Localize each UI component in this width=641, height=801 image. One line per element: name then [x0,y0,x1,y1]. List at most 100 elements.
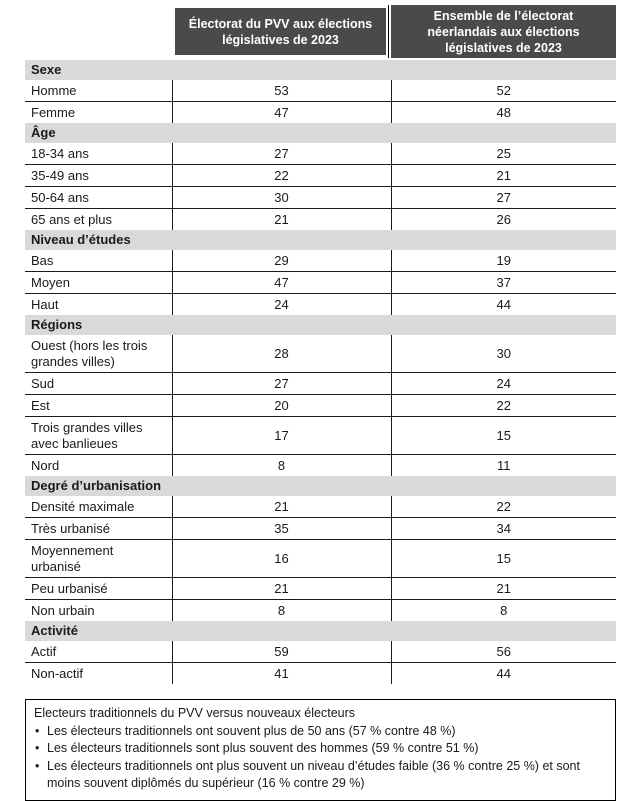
electorate-table: Sexe Homme 53 52 Femme 47 48 Âge 18-34 ans 27… [25,60,616,684]
table-row: Ouest (hors les trois grandes villes) 28 3… [25,335,616,373]
section-row-activite: Activité [25,621,616,641]
section-row-regions: Régions [25,315,616,335]
pvv-value-cell: 41 [171,662,391,684]
ensemble-value-cell: 22 [390,496,616,518]
table-row: Nord 8 11 [25,454,616,476]
pvv-value-cell: 53 [171,80,391,102]
row-label-cell: Homme [31,82,77,98]
table-row: Actif 59 56 [25,641,616,663]
note-title: Electeurs traditionnels du PVV versus no… [34,706,356,720]
ensemble-value-cell: 24 [390,372,616,395]
row-label-cell: Sud [25,372,172,395]
ensemble-value-cell: 15 [390,416,616,455]
section-row-urbanisation: Degré d’urbanisation [25,476,616,496]
pvv-value-cell: 47 [171,101,391,123]
ensemble-value-cell: 19 [390,250,616,272]
pvv-value-cell: 20 [171,394,391,417]
note-bullet-list: Les électeurs traditionnels ont souvent … [34,723,606,793]
row-label-cell: Non-actif [25,662,172,684]
row-label-cell: Densité maximale [31,498,135,514]
table-row: Est 20 22 [25,394,616,417]
pvv-value-cell: 27 [171,372,391,395]
ensemble-value-cell: 56 [390,641,616,663]
row-label-cell: Moyen [25,271,172,294]
pvv-value-cell: 22 [171,164,391,187]
row-label-cell: Non urbain [25,599,172,621]
section-title: Régions [25,315,616,335]
pvv-value-cell: 29 [171,250,391,272]
section-row-sexe: Sexe [25,60,616,80]
row-label-cell: Bas [31,252,54,268]
row-label-cell: Est [25,394,172,417]
ensemble-value-cell: 34 [390,517,616,540]
table-row: 35-49 ans 22 21 [25,164,616,187]
row-label-cell: 35-49 ans [25,164,172,187]
pvv-value-cell: 16 [171,539,391,578]
pvv-value-cell: 35 [171,517,391,540]
pvv-value-cell: 59 [171,641,391,663]
table-row: Sud 27 24 [25,372,616,395]
pvv-value-cell: 8 [171,454,391,476]
row-label-cell: Très urbanisé [25,517,172,540]
table-row: Femme 47 48 [25,101,616,123]
table-row: Trois grandes villes avec banlieues 17 15 [25,416,616,455]
ensemble-value-cell: 37 [390,271,616,294]
pvv-value-cell: 21 [171,496,391,518]
ensemble-value-cell: 27 [390,186,616,209]
row-label-cell: Femme [25,101,172,123]
section-title: Sexe [25,60,616,80]
pvv-value-cell: 24 [171,293,391,315]
pvv-value-cell: 21 [171,208,391,230]
ensemble-value-cell: 11 [390,454,616,476]
pvv-value-cell: 28 [171,335,391,373]
section-row-age: Âge [25,123,616,143]
ensemble-value-cell: 26 [390,208,616,230]
table-row: 65 ans et plus 21 26 [25,208,616,230]
ensemble-value-cell: 21 [390,164,616,187]
column-header-pvv: Électorat du PVV aux élections législati… [175,8,386,55]
table-row: Peu urbanisé 21 21 [25,577,616,600]
section-title: Degré d’urbanisation [25,476,616,496]
ensemble-value-cell: 8 [390,599,616,621]
note-box: Electeurs traditionnels du PVV versus no… [25,699,616,801]
row-label-cell: 18-34 ans [31,145,89,161]
note-bullet: Les électeurs traditionnels sont plus so… [34,740,606,758]
section-title: Niveau d’études [25,230,616,250]
section-row-etudes: Niveau d’études [25,230,616,250]
table-row: Densité maximale 21 22 [25,496,616,518]
row-label-cell: Ouest (hors les trois grandes villes) [31,337,148,369]
row-label-cell: Actif [31,643,57,659]
note-bullet: Les électeurs traditionnels ont souvent … [34,723,606,741]
section-title: Âge [25,123,616,143]
column-header-ensemble: Ensemble de l’électorat néerlandais aux … [391,5,616,58]
row-label-cell: Nord [25,454,172,476]
pvv-value-cell: 8 [171,599,391,621]
section-title: Activité [25,621,616,641]
note-bullet: Les électeurs traditionnels ont plus sou… [34,758,606,793]
ensemble-value-cell: 21 [390,577,616,600]
table-row: Bas 29 19 [25,250,616,272]
pvv-value-cell: 47 [171,271,391,294]
table-row: Moyennement urbanisé 16 15 [25,539,616,578]
row-label-cell: 65 ans et plus [25,208,172,230]
ensemble-value-cell: 25 [390,143,616,165]
ensemble-value-cell: 22 [390,394,616,417]
table-row: Non-actif 41 44 [25,662,616,684]
header-spacer [25,5,172,58]
table-row: Non urbain 8 8 [25,599,616,621]
row-label-cell: Haut [25,293,172,315]
pvv-value-cell: 21 [171,577,391,600]
ensemble-value-cell: 52 [390,80,616,102]
ensemble-value-cell: 48 [390,101,616,123]
pvv-value-cell: 17 [171,416,391,455]
ensemble-value-cell: 44 [390,293,616,315]
table-row: 18-34 ans 27 25 [25,143,616,165]
row-label-cell: Moyennement urbanisé [25,539,172,578]
table-row: 50-64 ans 30 27 [25,186,616,209]
pvv-value-cell: 30 [171,186,391,209]
table-header: Électorat du PVV aux élections législati… [25,5,616,58]
row-label-cell: Trois grandes villes avec banlieues [25,416,172,455]
header-divider [388,5,389,58]
ensemble-value-cell: 44 [390,662,616,684]
